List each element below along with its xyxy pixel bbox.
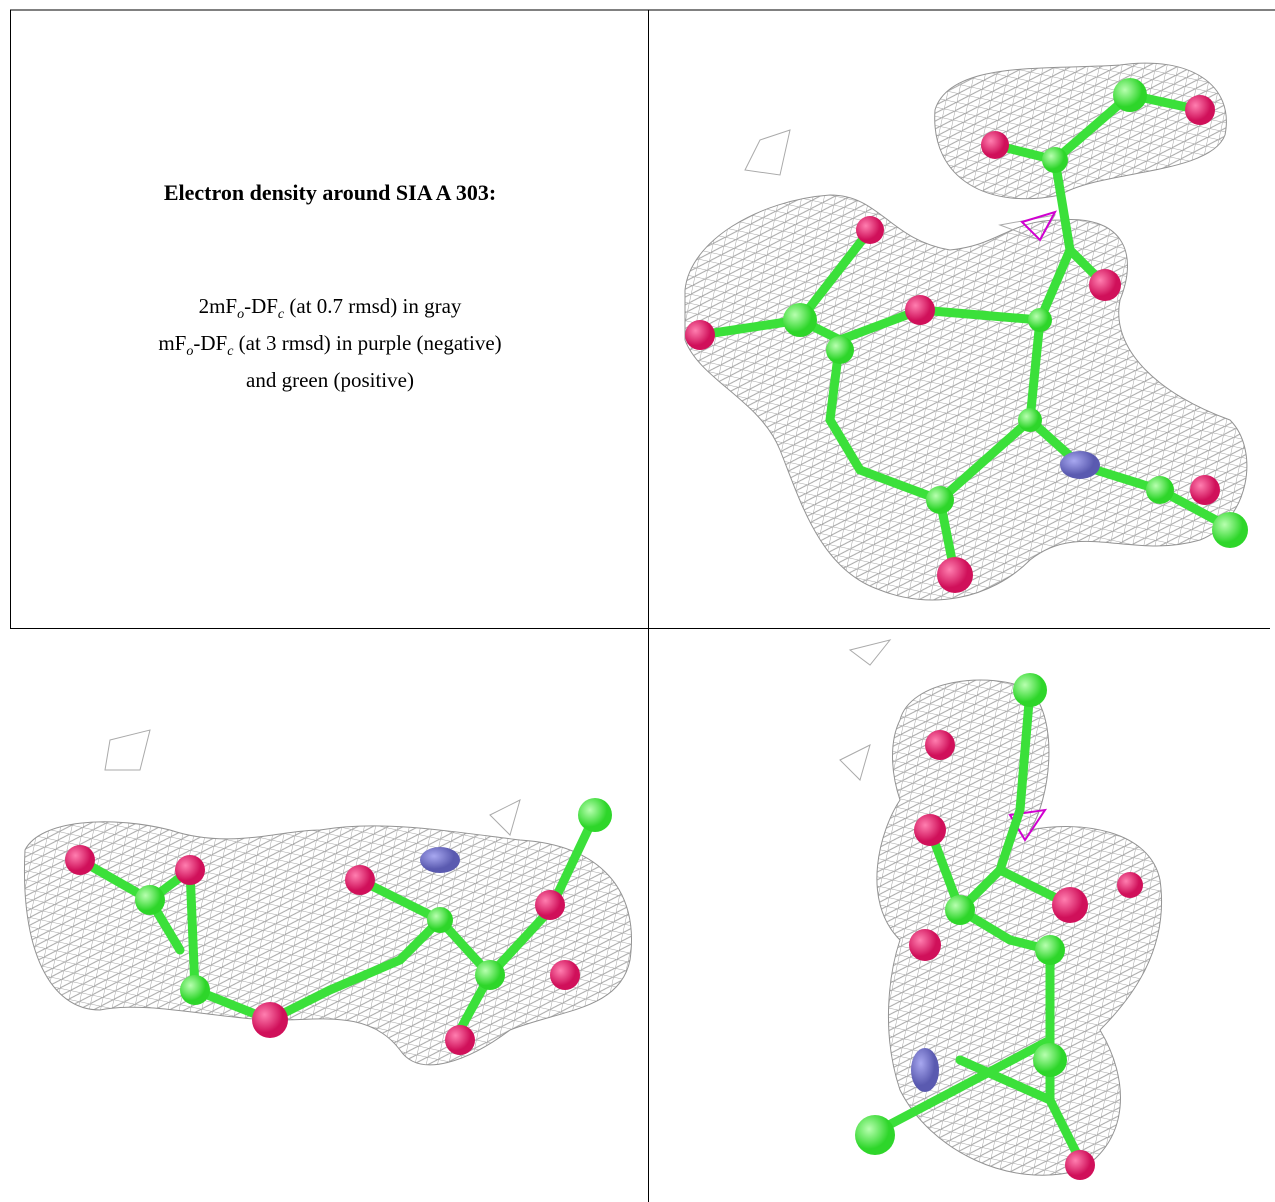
legend-subscript: o	[186, 344, 194, 360]
density-view-top-right	[684, 62, 1248, 601]
legend-text: -DF	[193, 331, 228, 356]
legend-subscript: c	[227, 344, 234, 360]
density-view-bottom-right	[839, 639, 1162, 1180]
density-view-bottom-left	[23, 729, 632, 1066]
caption-title: Electron density around SIA A 303:	[163, 180, 497, 205]
legend-text: (at 3 rmsd) in purple (negative)	[233, 331, 502, 356]
legend-text: mF	[158, 331, 187, 356]
legend-text: 2mF	[198, 294, 238, 318]
legend-line: mFo-DFc (at 3 rmsd) in purple (negative)	[12, 329, 648, 366]
legend-line: 2mFo-DFc (at 0.7 rmsd) in gray	[12, 292, 648, 329]
legend-subscript: c	[277, 307, 285, 323]
legend-text: (at 0.7 rmsd) in gray	[284, 294, 462, 318]
legend-text: -DF	[244, 294, 278, 318]
legend-line: and green (positive)	[12, 366, 648, 395]
table-borders	[10, 9, 1275, 1202]
legend-text: and green (positive)	[246, 368, 414, 393]
caption-legend: 2mFo-DFc (at 0.7 rmsd) in gray mFo-DFc (…	[12, 292, 648, 395]
legend-subscript: o	[237, 307, 245, 323]
